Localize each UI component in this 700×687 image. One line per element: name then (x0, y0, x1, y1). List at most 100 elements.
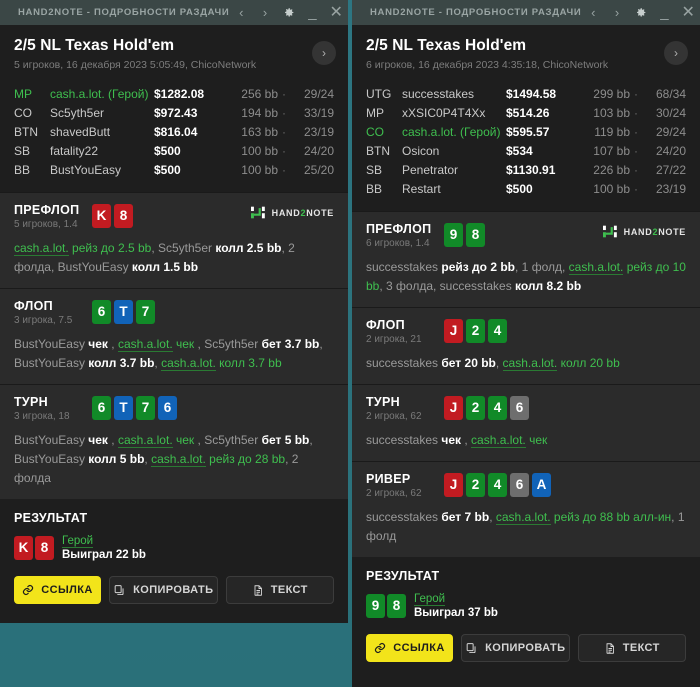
player-name: Sc5yth5er (50, 106, 154, 120)
page-title: 2/5 NL Texas Hold'em (14, 37, 175, 54)
text-icon (252, 584, 264, 597)
prev-hand-button[interactable]: ‹ (239, 5, 244, 20)
player-position: BB (366, 182, 383, 196)
playing-card: 8 (35, 536, 54, 560)
text-button[interactable]: ТЕКСТ (225, 576, 334, 604)
street-section-флоп: ФЛОП 2 игрока, 21 J 2 4 successtakes бет 20 b… (352, 307, 700, 384)
hero-action: чек (176, 337, 195, 351)
street-title-group: ПРЕФЛОП 6 игроков, 1.4 (366, 222, 444, 249)
hand-subtitle: 6 игроков, 16 декабря 2023 4:35:18, Chic… (366, 59, 609, 71)
window-titlebar[interactable]: HAND2NOTE - ПОДРОБНОСТИ РАЗДАЧИ ‹ › _ ✕ (352, 0, 700, 25)
hand-details-window-left: HAND2NOTE - ПОДРОБНОСТИ РАЗДАЧИ ‹ › _ ✕ 2/5 N… (0, 0, 348, 623)
player-name: successtakes (402, 87, 506, 101)
hero-action: рейз до 28 bb (209, 452, 286, 466)
hero-player-name: cash.a.lot. (117, 433, 173, 448)
playing-card: A (532, 473, 551, 497)
playing-card: 9 (366, 594, 385, 618)
copy-button[interactable]: КОПИРОВАТЬ (461, 634, 570, 662)
player-stats: 23/19 (303, 125, 334, 139)
street-title-group: ТУРН 2 игрока, 62 (366, 395, 444, 422)
separator-dot: · (282, 144, 286, 158)
action-text: , (461, 433, 472, 447)
playing-card: 6 (158, 396, 177, 420)
street-section-префлоп: ПРЕФЛОП 5 игроков, 1.4 K 8 HAND2NOTE cash.a.l… (0, 192, 348, 288)
hero-player-name: cash.a.lot. (161, 356, 216, 371)
street-subtitle: 6 игроков, 1.4 (366, 238, 430, 249)
text-button[interactable]: ТЕКСТ (577, 634, 686, 662)
next-hand-arrow-button[interactable]: › (664, 41, 688, 65)
action-text: , (489, 510, 496, 524)
player-position: SB (366, 163, 383, 177)
gear-icon[interactable] (629, 0, 653, 25)
player-stack-bb: 256 bb (241, 87, 278, 101)
player-stack: $595.57 (506, 125, 550, 139)
separator-dot: · (634, 87, 638, 101)
action-amount: чек (88, 433, 108, 447)
gear-icon[interactable] (277, 0, 301, 25)
player-name-text: xXSIC0P4T4Xx (402, 106, 486, 120)
player-name: shavedButt (50, 125, 154, 139)
player-stats: 30/24 (655, 106, 686, 120)
playing-card: 4 (488, 473, 507, 497)
hero-player-name: cash.a.lot. (14, 241, 69, 256)
hero-player-name: cash.a.lot. (117, 337, 173, 352)
close-icon[interactable]: ✕ (681, 3, 695, 21)
hero-player-name-text: cash.a.lot. (471, 433, 526, 448)
separator-dot: · (282, 87, 286, 101)
copy-button[interactable]: КОПИРОВАТЬ (109, 576, 218, 604)
player-stats: 68/34 (655, 87, 686, 101)
hero-player-name-text: cash.a.lot. (568, 260, 624, 275)
street-actions: successtakes бет 20 bb, cash.a.lot. колл… (366, 354, 686, 373)
logo-text-a: HAND (271, 207, 301, 218)
playing-card: 6 (92, 396, 111, 420)
action-button-bar: ССЫЛКА КОПИРОВАТЬ ТЕКСТ (352, 620, 700, 676)
prev-hand-button[interactable]: ‹ (591, 5, 596, 20)
player-stack: $1282.08 (154, 87, 205, 101)
next-hand-button[interactable]: › (614, 5, 620, 20)
button-label: КОПИРОВАТЬ (133, 584, 214, 596)
separator-dot: · (634, 163, 638, 177)
table-row: BB BustYouEasy $500 100 bb · 25/20 (14, 163, 334, 182)
link-button[interactable]: ССЫЛКА (14, 576, 101, 604)
next-hand-button[interactable]: › (262, 5, 268, 20)
action-text: , (107, 433, 118, 447)
hero-action: рейз до 88 bb алл-ин (553, 510, 672, 524)
page-title: 2/5 NL Texas Hold'em (366, 37, 527, 54)
hero-player-name: cash.a.lot. (502, 356, 558, 371)
player-name-text: fatality22 (50, 144, 99, 158)
street-subtitle: 2 игрока, 62 (366, 411, 422, 422)
playing-card: 4 (488, 396, 507, 420)
playing-card: 8 (114, 204, 133, 228)
table-row: BTN Osicon $534 107 bb · 24/20 (366, 144, 686, 163)
window-titlebar[interactable]: HAND2NOTE - ПОДРОБНОСТИ РАЗДАЧИ ‹ › _ ✕ (0, 0, 348, 25)
player-stack: $500 (506, 182, 533, 196)
logo-text-c: NOTE (306, 207, 334, 218)
button-label: ТЕКСТ (622, 642, 660, 654)
minimize-button[interactable]: _ (660, 4, 669, 21)
street-name: ФЛОП (14, 299, 53, 313)
result-section: РЕЗУЛЬТАТ 9 8 Герой Выиграл 37 bb (352, 557, 700, 620)
street-name: ФЛОП (366, 318, 405, 332)
street-name: ПРЕФЛОП (366, 222, 432, 236)
street-header: ТУРН 3 игрока, 18 6 T 7 6 (14, 395, 334, 422)
player-position: CO (14, 106, 32, 120)
player-name-text: cash.a.lot. (Герой) (402, 125, 501, 139)
link-button[interactable]: ССЫЛКА (366, 634, 453, 662)
next-hand-arrow-button[interactable]: › (312, 41, 336, 65)
action-text: successtakes (366, 433, 442, 447)
action-amount: бет 7 bb (441, 510, 490, 524)
player-name-text: Restart (402, 182, 441, 196)
result-won-amount: Выиграл 37 bb (414, 607, 498, 619)
action-text: , 2 фолда (14, 452, 299, 485)
copy-icon (113, 584, 126, 597)
result-lines: Герой Выиграл 37 bb (414, 592, 498, 620)
close-icon[interactable]: ✕ (329, 3, 343, 21)
player-name-text: Osicon (402, 144, 440, 158)
street-header: ТУРН 2 игрока, 62 J 2 4 6 (366, 395, 686, 422)
street-section-турн: ТУРН 2 игрока, 62 J 2 4 6 successtakes чек , c… (352, 384, 700, 461)
action-text: , (107, 337, 118, 351)
minimize-button[interactable]: _ (308, 4, 317, 21)
hand2note-logo: HAND2NOTE (250, 205, 334, 220)
player-stats: 29/24 (655, 125, 686, 139)
